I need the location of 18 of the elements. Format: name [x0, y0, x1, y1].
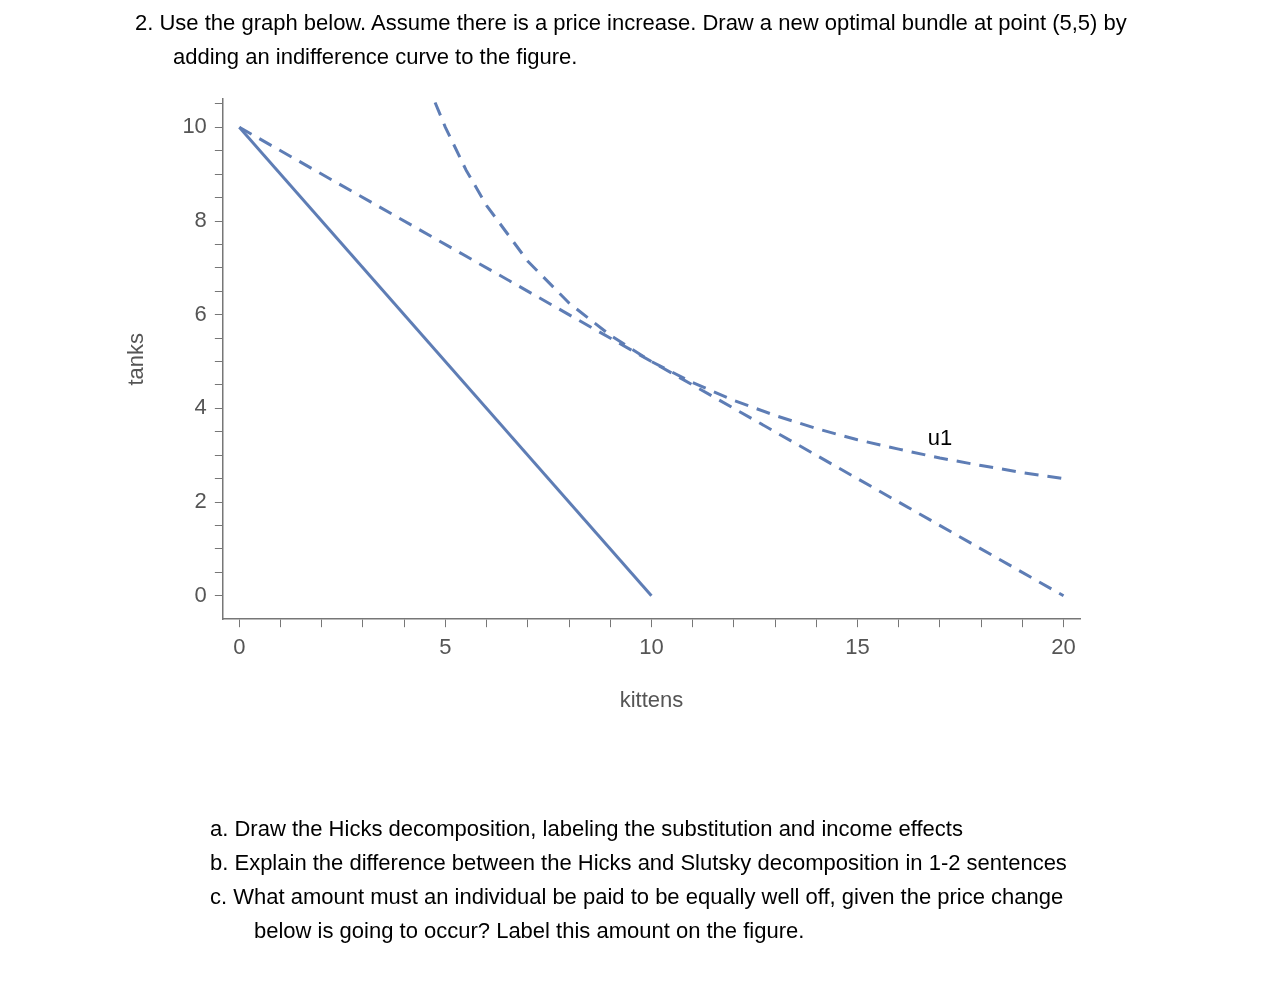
y-tick-label: 4: [194, 394, 207, 420]
x-tick-label: 20: [1051, 634, 1076, 660]
y-tick-label: 10: [182, 113, 207, 139]
chart-title: 2. Use the graph below. Assume there is a price increase. Draw a new optimal bundle at point (5,5) by adding an indifference curve to the figure.: [135, 9, 1128, 71]
text: c. What amount must an individual be paid to be equally well off, given the price change below is going to occur? Label this amount on the figure.: [210, 883, 1065, 945]
text: a. Draw the Hicks decomposition, labeling the substitution and income effects: [210, 815, 964, 843]
x-tick-label: 5: [439, 634, 452, 660]
x-tick-label: 15: [845, 634, 870, 660]
x-tick-label: 10: [639, 634, 664, 660]
y-axis-title: tanks: [123, 332, 149, 386]
y-tick-label: 8: [194, 207, 207, 233]
text: b. Explain the difference between the Hicks and Slutsky decomposition in 1-2 sentences: [210, 849, 1068, 877]
x-tick-label: 0: [233, 634, 246, 660]
annotation: u1: [927, 425, 953, 451]
y-tick-label: 0: [194, 581, 207, 607]
y-tick-label: 2: [194, 488, 207, 514]
y-tick-label: 6: [194, 300, 207, 326]
x-axis-title: kittens: [619, 686, 684, 712]
